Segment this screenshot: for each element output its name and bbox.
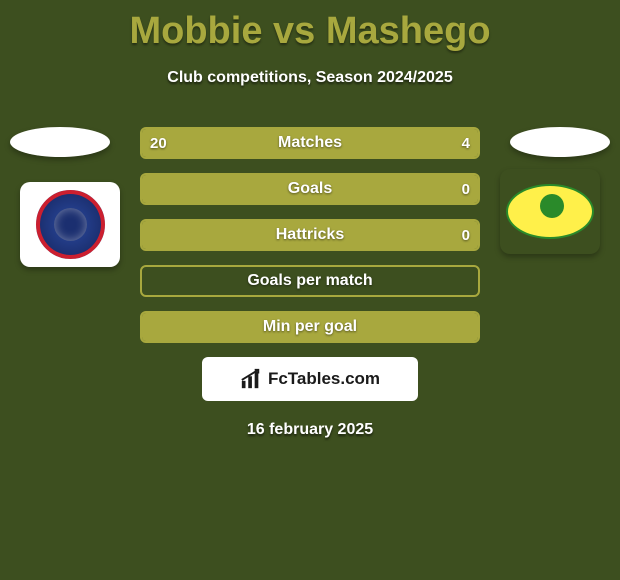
stat-bar: Goals0 bbox=[140, 173, 480, 205]
date-label: 16 february 2025 bbox=[0, 421, 620, 439]
stat-value-right: 0 bbox=[462, 175, 470, 203]
page-title: Mobbie vs Mashego bbox=[0, 0, 620, 53]
source-logo-text: FcTables.com bbox=[268, 369, 380, 389]
stat-value-right: 4 bbox=[462, 129, 470, 157]
comparison-panel: Matches204Goals0Hattricks0Goals per matc… bbox=[0, 127, 620, 439]
stat-label: Goals bbox=[142, 175, 478, 203]
subtitle: Club competitions, Season 2024/2025 bbox=[0, 69, 620, 87]
stat-bar: Hattricks0 bbox=[140, 219, 480, 251]
stat-value-left: 20 bbox=[150, 129, 167, 157]
stat-value-right: 0 bbox=[462, 221, 470, 249]
source-logo: FcTables.com bbox=[202, 357, 418, 401]
player-avatar-right bbox=[510, 127, 610, 157]
mamelodi-sundowns-badge-icon bbox=[506, 184, 594, 239]
bar-chart-icon bbox=[240, 368, 262, 390]
club-badge-left bbox=[20, 182, 120, 267]
stat-bars: Matches204Goals0Hattricks0Goals per matc… bbox=[140, 127, 480, 343]
supersport-united-badge-icon bbox=[33, 187, 108, 262]
player-avatar-left bbox=[10, 127, 110, 157]
club-badge-right bbox=[500, 169, 600, 254]
stat-bar: Goals per match bbox=[140, 265, 480, 297]
stat-label: Hattricks bbox=[142, 221, 478, 249]
stat-label: Goals per match bbox=[142, 267, 478, 295]
stat-label: Matches bbox=[142, 129, 478, 157]
stat-bar: Min per goal bbox=[140, 311, 480, 343]
stat-bar: Matches20 4 bbox=[140, 127, 480, 159]
stat-label: Min per goal bbox=[142, 313, 478, 341]
